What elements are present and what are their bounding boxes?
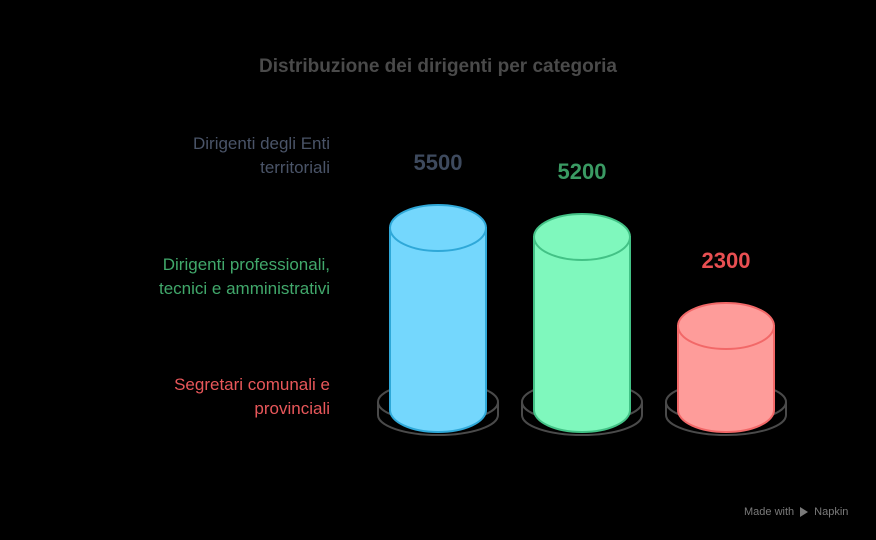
value-label-enti: 5500 bbox=[413, 150, 463, 175]
napkin-logo-icon bbox=[800, 507, 809, 517]
bar-segretari bbox=[677, 302, 775, 433]
legend-label-line2: tecnici e amministrativi bbox=[159, 279, 330, 298]
legend-item-professionali: Dirigenti professionali, tecnici e ammin… bbox=[159, 253, 330, 301]
legend-label-line1: Segretari comunali e bbox=[174, 375, 330, 394]
napkin-brand-text: Napkin bbox=[814, 506, 849, 518]
bar-professionali bbox=[533, 213, 631, 433]
value-label-professionali: 5200 bbox=[557, 159, 607, 184]
footer-attribution: Made with Napkin bbox=[744, 506, 848, 518]
legend-label-line1: Dirigenti professionali, bbox=[162, 255, 330, 274]
legend-item-enti-territoriali: Dirigenti degli Enti territoriali bbox=[193, 132, 330, 180]
legend-label-line1: Dirigenti degli Enti bbox=[192, 134, 330, 153]
value-label-segretari: 2300 bbox=[701, 248, 751, 273]
bar-enti-territoriali bbox=[389, 204, 487, 433]
chart-title: Distribuzione dei dirigenti per categori… bbox=[259, 56, 617, 77]
legend-label-line2: territoriali bbox=[260, 158, 330, 177]
made-with-text: Made with bbox=[744, 506, 795, 518]
legend-label-line2: provinciali bbox=[254, 399, 330, 418]
legend-item-segretari: Segretari comunali e provinciali bbox=[174, 373, 330, 421]
